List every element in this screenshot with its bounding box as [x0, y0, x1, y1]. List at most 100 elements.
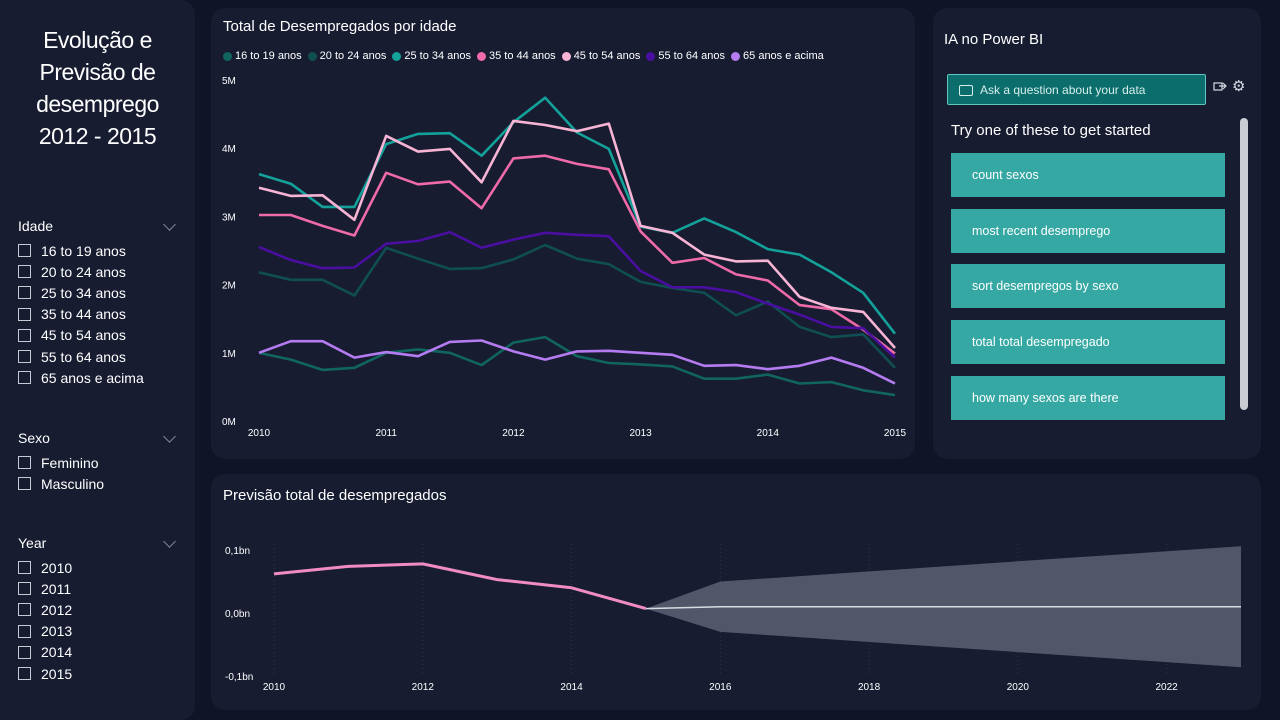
y-tick-label: 0,1bn	[225, 546, 250, 557]
legend-item[interactable]: 45 to 54 anos	[561, 50, 640, 62]
report-title-line: desemprego	[36, 91, 159, 117]
checkbox[interactable]	[18, 244, 31, 258]
checkbox[interactable]	[18, 265, 31, 279]
x-tick-label: 2010	[263, 682, 286, 693]
legend-item[interactable]: 25 to 34 anos	[392, 50, 471, 62]
series-line[interactable]	[258, 230, 896, 359]
checkbox[interactable]	[18, 561, 31, 575]
slicer-idade-option[interactable]: 25 to 34 anos	[18, 282, 178, 303]
report-title: Evolução e Previsão de desemprego 2012 -…	[0, 24, 195, 152]
checkbox[interactable]	[18, 456, 31, 470]
checkbox[interactable]	[18, 603, 31, 617]
legend-dot-icon	[307, 51, 317, 61]
checkbox[interactable]	[18, 645, 31, 659]
x-tick-label: 2015	[884, 428, 907, 439]
qna-suggestion[interactable]: most recent desemprego	[951, 209, 1225, 253]
y-tick-label: 3M	[222, 212, 236, 223]
checkbox[interactable]	[18, 624, 31, 638]
qna-suggestion[interactable]: sort desempregos by sexo	[951, 264, 1225, 308]
slicer-idade-option[interactable]: 55 to 64 anos	[18, 346, 178, 367]
slicer-option-label: 2015	[41, 665, 73, 682]
checkbox[interactable]	[18, 328, 31, 342]
filter-sidebar: Evolução e Previsão de desemprego 2012 -…	[0, 0, 195, 720]
legend-dot-icon	[646, 51, 656, 61]
slicer-option-label: 2012	[41, 601, 73, 618]
slicer-option-label: 2013	[41, 623, 73, 640]
slicer-option-label: 16 to 19 anos	[41, 242, 126, 259]
checkbox[interactable]	[18, 582, 31, 596]
age-unemployment-chart[interactable]: Total de Desempregados por idade 16 to 1…	[211, 8, 915, 459]
legend-dot-icon	[561, 51, 571, 61]
slicer-year-option[interactable]: 2012	[18, 599, 178, 620]
slicer-sexo-option[interactable]: Masculino	[18, 473, 178, 494]
slicer-year-option[interactable]: 2014	[18, 642, 178, 663]
chart-legend: 16 to 19 anos 20 to 24 anos 25 to 34 anos 3…	[223, 50, 830, 62]
slicer-option-label: 2010	[41, 559, 73, 576]
report-title-line: 2012 - 2015	[38, 123, 157, 149]
x-tick-label: 2011	[375, 428, 397, 439]
slicer-year-option[interactable]: 2013	[18, 621, 178, 642]
slicer-option-label: 20 to 24 anos	[41, 263, 126, 280]
checkbox[interactable]	[18, 371, 31, 385]
slicer-idade-option[interactable]: 20 to 24 anos	[18, 261, 178, 282]
series-line[interactable]	[258, 243, 896, 369]
legend-item[interactable]: 16 to 19 anos	[223, 50, 302, 62]
slicer-sexo-option[interactable]: Feminino	[18, 452, 178, 473]
x-tick-label: 2020	[1007, 682, 1030, 693]
gear-icon[interactable]: ⚙	[1232, 78, 1246, 95]
report-title-line: Evolução e	[43, 27, 152, 53]
qna-suggestion[interactable]: how many sexos are there	[951, 376, 1225, 420]
y-tick-label: 2M	[222, 281, 236, 292]
slicer-idade-option[interactable]: 45 to 54 anos	[18, 325, 178, 346]
legend-item[interactable]: 65 anos e acima	[731, 50, 824, 62]
checkbox[interactable]	[18, 286, 31, 300]
qna-visual: IA no Power BI ⚙ Try one of these to get…	[933, 8, 1261, 459]
slicer-year-header[interactable]: Year	[18, 534, 178, 551]
checkbox[interactable]	[18, 307, 31, 321]
series-line[interactable]	[258, 96, 897, 335]
series-line[interactable]	[258, 339, 896, 385]
slicer-idade-header[interactable]: Idade	[18, 217, 178, 234]
legend-dot-icon	[392, 51, 402, 61]
slicer-option-label: 2014	[41, 644, 73, 661]
line-chart-plot: 0M 1M 2M 3M 4M 5M 2010 2011 2012 2013 2014 2015	[222, 76, 907, 439]
legend-dot-icon	[731, 51, 741, 61]
forecast-chart[interactable]: Previsão total de desempregados -0,1bn 0,…	[211, 474, 1261, 710]
legend-item[interactable]: 55 to 64 anos	[646, 50, 725, 62]
checkbox[interactable]	[18, 667, 31, 681]
qna-suggestion[interactable]: count sexos	[951, 153, 1225, 197]
series-line[interactable]	[258, 119, 896, 349]
slicer-option-label: Feminino	[41, 454, 99, 471]
scrollbar[interactable]	[1240, 118, 1248, 410]
slicer-sexo-header[interactable]: Sexo	[18, 429, 178, 446]
series-line[interactable]	[258, 335, 896, 397]
x-tick-label: 2018	[858, 682, 881, 693]
checkbox[interactable]	[18, 477, 31, 491]
slicer-year-option[interactable]: 2010	[18, 557, 178, 578]
slicer-idade-option[interactable]: 35 to 44 anos	[18, 304, 178, 325]
chevron-down-icon[interactable]	[163, 429, 176, 443]
qna-question-input[interactable]	[947, 74, 1206, 105]
x-tick-label: 2012	[412, 682, 435, 693]
slicer-option-label: 35 to 44 anos	[41, 306, 126, 323]
slicer-idade-option[interactable]: 16 to 19 anos	[18, 240, 178, 261]
legend-item[interactable]: 35 to 44 anos	[477, 50, 556, 62]
forecast-line[interactable]	[645, 605, 1241, 610]
slicer-option-label: 45 to 54 anos	[41, 327, 126, 344]
slicer-option-label: 65 anos e acima	[41, 369, 144, 386]
slicer-year-option[interactable]: 2015	[18, 663, 178, 684]
qna-suggestion[interactable]: total total desempregado	[951, 320, 1225, 364]
legend-label: 20 to 24 anos	[319, 50, 387, 62]
slicer-idade-option[interactable]: 65 anos e acima	[18, 367, 178, 388]
transform-icon[interactable]	[1213, 80, 1227, 94]
legend-item[interactable]: 20 to 24 anos	[307, 50, 387, 62]
chevron-down-icon[interactable]	[163, 534, 176, 548]
chat-bubble-icon	[959, 85, 973, 96]
slicer-year-option[interactable]: 2011	[18, 578, 178, 599]
x-tick-label: 2022	[1155, 682, 1178, 693]
actual-line[interactable]	[273, 562, 647, 611]
checkbox[interactable]	[18, 350, 31, 364]
series-line[interactable]	[259, 154, 896, 355]
chevron-down-icon[interactable]	[163, 217, 176, 231]
slicer-idade: Idade 16 to 19 anos 20 to 24 anos 25 to 34…	[18, 217, 178, 388]
